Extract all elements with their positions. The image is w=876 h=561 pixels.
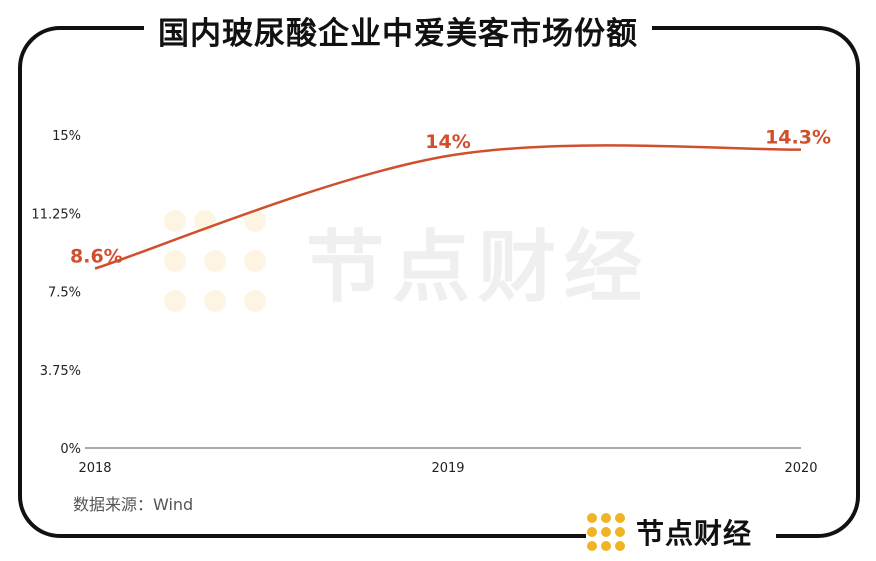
chart-title: 国内玻尿酸企业中爱美客市场份额 — [0, 8, 796, 53]
y-tick-label: 15% — [52, 129, 81, 144]
y-tick-label: 3.75% — [40, 364, 81, 379]
x-tick-label: 2018 — [78, 461, 111, 476]
watermark-logo-icon — [164, 210, 266, 312]
brand-logo: 节点财经 — [586, 510, 776, 554]
x-tick-label: 2019 — [431, 461, 464, 476]
y-tick-label: 11.25% — [31, 207, 81, 222]
brand-logo-icon — [587, 513, 625, 551]
data-labels: 8.6% 14% 14.3% — [70, 127, 831, 268]
watermark: 节点财经 — [160, 205, 650, 317]
series-line — [94, 144, 802, 270]
data-source: 数据来源：Wind — [73, 495, 194, 514]
data-label: 14.3% — [765, 127, 831, 149]
x-tick-label: 2020 — [784, 461, 817, 476]
watermark-text: 节点财经 — [306, 223, 651, 313]
brand-name: 节点财经 — [636, 517, 753, 550]
y-tick-labels: 0% 3.75% 7.5% 11.25% 15% — [31, 129, 81, 457]
y-tick-label: 7.5% — [48, 286, 81, 301]
x-tick-labels: 2018 2019 2020 — [78, 461, 817, 476]
data-label: 14% — [425, 131, 470, 153]
data-label: 8.6% — [70, 246, 123, 268]
y-tick-label: 0% — [60, 442, 81, 457]
